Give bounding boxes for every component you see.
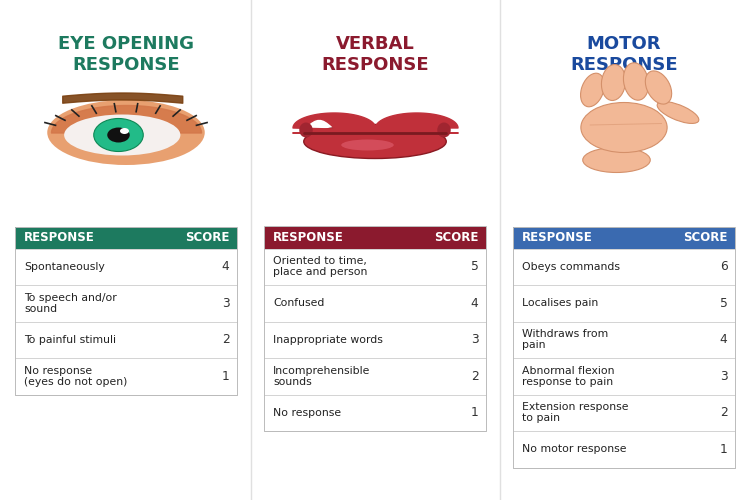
- Text: 2: 2: [471, 370, 478, 383]
- Text: VERBAL
RESPONSE: VERBAL RESPONSE: [321, 35, 429, 74]
- Text: Withdraws from
pain: Withdraws from pain: [522, 329, 608, 350]
- Ellipse shape: [580, 73, 604, 107]
- Text: RESPONSE: RESPONSE: [273, 231, 344, 244]
- Text: RESPONSE: RESPONSE: [522, 231, 592, 244]
- Text: Confused: Confused: [273, 298, 324, 308]
- Text: Incomprehensible
sounds: Incomprehensible sounds: [273, 366, 370, 387]
- Text: EYE OPENING
RESPONSE: EYE OPENING RESPONSE: [58, 35, 194, 74]
- Text: No response
(eyes do not open): No response (eyes do not open): [24, 366, 128, 387]
- Text: 5: 5: [720, 296, 728, 310]
- Bar: [513, 226, 735, 468]
- Text: SCORE: SCORE: [185, 231, 230, 244]
- Text: 2: 2: [222, 333, 230, 346]
- Text: 4: 4: [720, 333, 728, 346]
- Text: Localises pain: Localises pain: [522, 298, 599, 308]
- FancyBboxPatch shape: [513, 226, 735, 248]
- Text: RESPONSE: RESPONSE: [24, 231, 94, 244]
- Circle shape: [107, 128, 130, 142]
- Bar: [264, 226, 486, 431]
- Text: SCORE: SCORE: [434, 231, 478, 244]
- Text: To painful stimuli: To painful stimuli: [24, 335, 116, 345]
- Circle shape: [94, 118, 143, 152]
- Ellipse shape: [645, 71, 672, 104]
- Ellipse shape: [580, 102, 668, 152]
- Ellipse shape: [64, 114, 180, 156]
- Text: No response: No response: [273, 408, 341, 418]
- Text: 6: 6: [720, 260, 728, 273]
- Text: 1: 1: [222, 370, 230, 383]
- Text: Obeys commands: Obeys commands: [522, 262, 620, 272]
- Text: Extension response
to pain: Extension response to pain: [522, 402, 628, 423]
- Text: 3: 3: [471, 333, 478, 346]
- Ellipse shape: [657, 102, 699, 124]
- Text: 4: 4: [471, 296, 478, 310]
- Text: Spontaneously: Spontaneously: [24, 262, 105, 272]
- Text: 1: 1: [471, 406, 478, 419]
- Text: SCORE: SCORE: [683, 231, 728, 244]
- Text: To speech and/or
sound: To speech and/or sound: [24, 292, 117, 314]
- Circle shape: [120, 128, 129, 134]
- Ellipse shape: [299, 122, 313, 138]
- FancyBboxPatch shape: [264, 226, 486, 248]
- Text: 3: 3: [720, 370, 728, 383]
- Ellipse shape: [304, 124, 446, 158]
- FancyBboxPatch shape: [15, 226, 237, 248]
- Text: Inappropriate words: Inappropriate words: [273, 335, 382, 345]
- Ellipse shape: [583, 148, 650, 172]
- Ellipse shape: [341, 140, 394, 150]
- Ellipse shape: [437, 122, 451, 138]
- Text: 5: 5: [471, 260, 478, 273]
- Text: No motor response: No motor response: [522, 444, 626, 454]
- Bar: [15, 226, 237, 394]
- Text: 1: 1: [720, 443, 728, 456]
- Text: Oriented to time,
place and person: Oriented to time, place and person: [273, 256, 368, 278]
- Text: MOTOR
RESPONSE: MOTOR RESPONSE: [570, 35, 678, 74]
- Text: 3: 3: [222, 296, 230, 310]
- Ellipse shape: [47, 100, 205, 165]
- Text: 2: 2: [720, 406, 728, 419]
- Ellipse shape: [623, 63, 649, 100]
- Text: 4: 4: [222, 260, 230, 273]
- Ellipse shape: [602, 64, 625, 100]
- Text: Abnormal flexion
response to pain: Abnormal flexion response to pain: [522, 366, 614, 387]
